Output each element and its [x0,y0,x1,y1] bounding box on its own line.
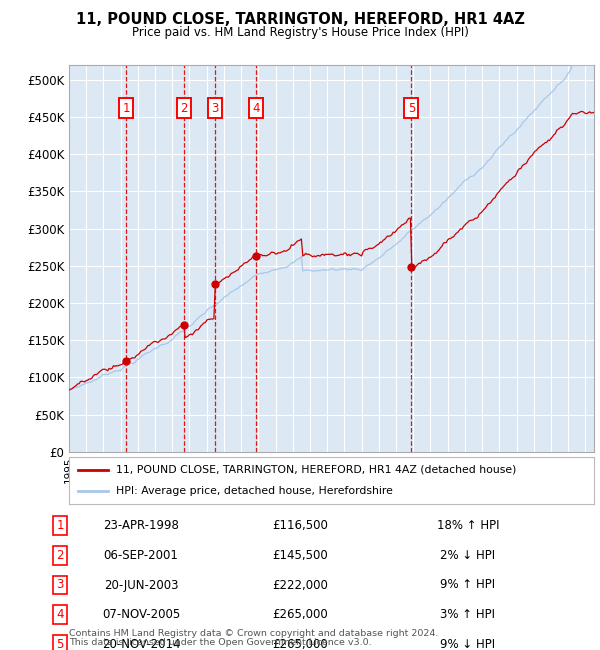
Text: 9% ↑ HPI: 9% ↑ HPI [440,578,496,592]
Text: 3: 3 [211,101,218,114]
Text: Price paid vs. HM Land Registry's House Price Index (HPI): Price paid vs. HM Land Registry's House … [131,26,469,39]
Text: 5: 5 [407,101,415,114]
Text: 06-SEP-2001: 06-SEP-2001 [104,549,178,562]
Text: 20-JUN-2003: 20-JUN-2003 [104,578,178,592]
Text: 07-NOV-2005: 07-NOV-2005 [102,608,180,621]
Text: 1: 1 [56,519,64,532]
Text: 1: 1 [122,101,130,114]
Text: 5: 5 [56,638,64,650]
Text: 2% ↓ HPI: 2% ↓ HPI [440,549,496,562]
Text: 18% ↑ HPI: 18% ↑ HPI [437,519,499,532]
Text: 2: 2 [180,101,188,114]
Text: 4: 4 [252,101,260,114]
Text: 4: 4 [56,608,64,621]
Text: £145,500: £145,500 [272,549,328,562]
Text: £265,000: £265,000 [272,638,328,650]
Text: 11, POUND CLOSE, TARRINGTON, HEREFORD, HR1 4AZ (detached house): 11, POUND CLOSE, TARRINGTON, HEREFORD, H… [116,465,517,474]
Text: £265,000: £265,000 [272,608,328,621]
Text: 3: 3 [56,578,64,592]
Text: 23-APR-1998: 23-APR-1998 [103,519,179,532]
Text: 3% ↑ HPI: 3% ↑ HPI [440,608,496,621]
Text: This data is licensed under the Open Government Licence v3.0.: This data is licensed under the Open Gov… [69,638,371,647]
Text: 9% ↓ HPI: 9% ↓ HPI [440,638,496,650]
Text: Contains HM Land Registry data © Crown copyright and database right 2024.: Contains HM Land Registry data © Crown c… [69,629,439,638]
Text: £222,000: £222,000 [272,578,328,592]
Text: 20-NOV-2014: 20-NOV-2014 [102,638,180,650]
Text: HPI: Average price, detached house, Herefordshire: HPI: Average price, detached house, Here… [116,486,393,496]
Text: 11, POUND CLOSE, TARRINGTON, HEREFORD, HR1 4AZ: 11, POUND CLOSE, TARRINGTON, HEREFORD, H… [76,12,524,27]
Text: £116,500: £116,500 [272,519,328,532]
Text: 2: 2 [56,549,64,562]
